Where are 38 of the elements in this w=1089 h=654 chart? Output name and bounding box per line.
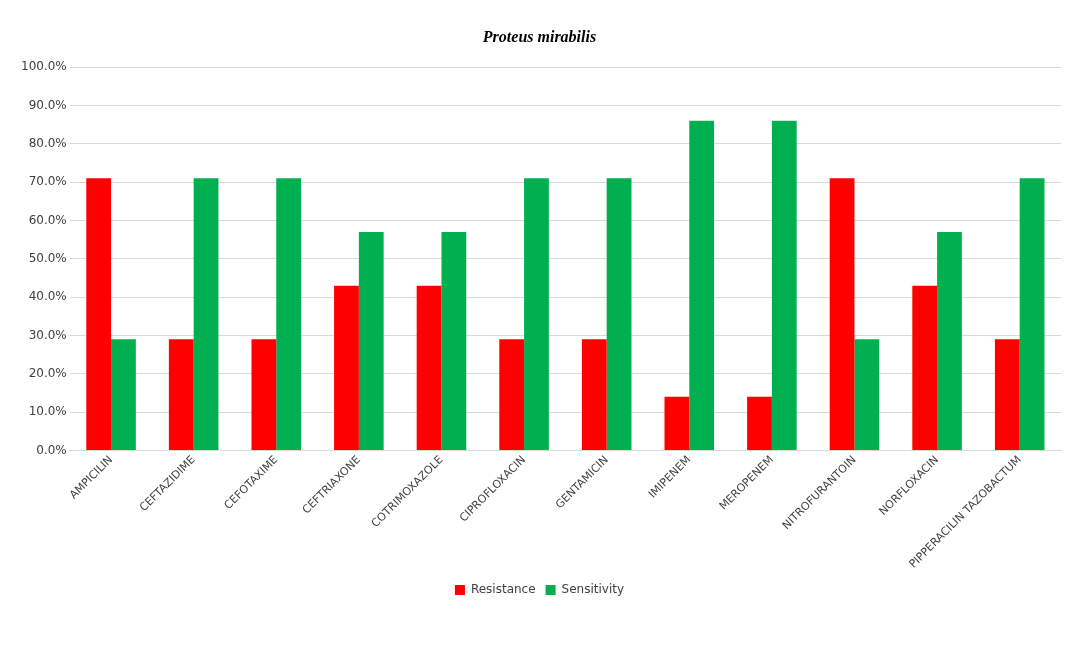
- y-tick-label: 80.0%: [28, 135, 67, 150]
- y-tick-label: 60.0%: [28, 212, 67, 227]
- bar: [416, 285, 442, 450]
- bar: [581, 339, 607, 450]
- bar: [193, 178, 219, 450]
- y-tick-label: 40.0%: [28, 289, 67, 304]
- bar: [937, 232, 962, 450]
- bar: [606, 178, 632, 450]
- y-tick-label: 10.0%: [28, 404, 67, 419]
- bar: [1019, 178, 1045, 450]
- bar: [524, 178, 549, 450]
- bar: [829, 178, 855, 450]
- y-tick-label: 50.0%: [28, 250, 67, 265]
- bar: [499, 339, 525, 450]
- legend-label: Resistance: [470, 582, 536, 597]
- bar: [689, 120, 715, 450]
- bar: [86, 178, 112, 450]
- bar: [747, 396, 772, 450]
- y-tick-label: 70.0%: [28, 174, 67, 189]
- bar: [771, 120, 797, 450]
- chart-title: Proteus mirabilis: [481, 27, 597, 45]
- y-tick-label: 100.0%: [20, 59, 67, 74]
- bar: [441, 232, 467, 450]
- bar: [111, 339, 136, 450]
- bar: [994, 339, 1020, 450]
- legend-label: Sensitivity: [561, 582, 625, 597]
- bar: [334, 285, 359, 450]
- bar: [168, 339, 194, 450]
- bar: [251, 339, 277, 450]
- bar: [912, 285, 938, 450]
- y-tick-label: 0.0%: [36, 442, 67, 457]
- y-tick-label: 20.0%: [28, 365, 67, 380]
- bar: [276, 178, 302, 450]
- bar: [854, 339, 880, 450]
- y-tick-label: 90.0%: [28, 97, 67, 112]
- y-tick-label: 30.0%: [28, 327, 67, 342]
- bar: [664, 396, 690, 450]
- bar: [358, 232, 384, 450]
